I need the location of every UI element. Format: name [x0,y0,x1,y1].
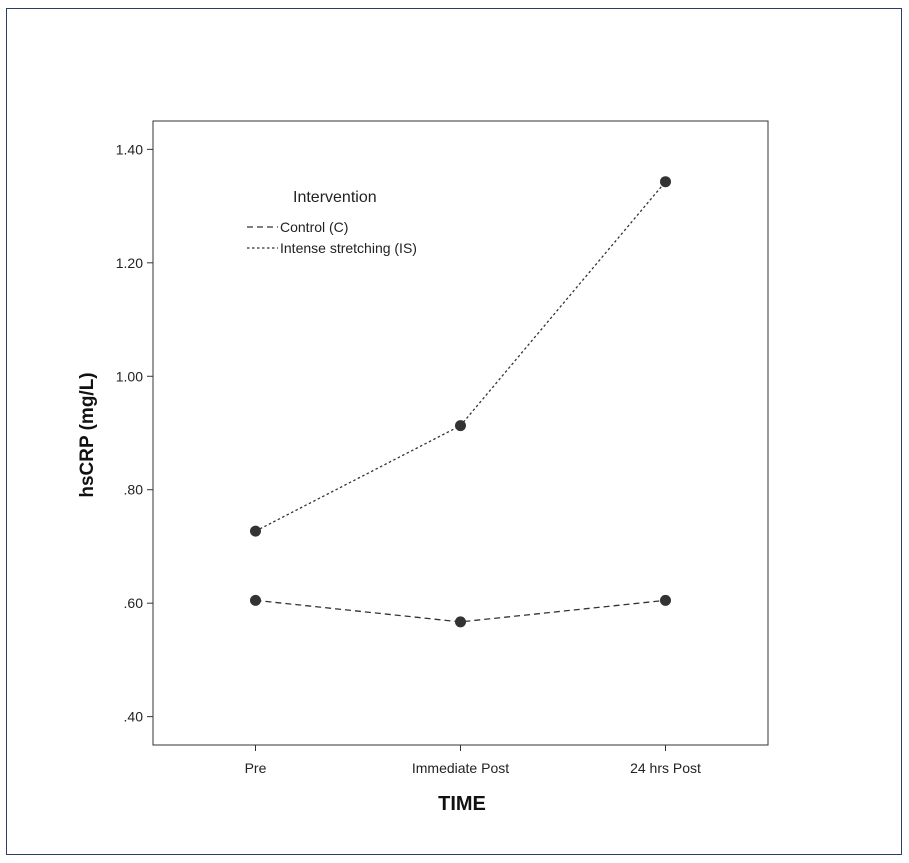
figure-frame [6,8,902,855]
y-tick-label: 1.00 [116,368,143,384]
x-axis: Pre Immediate Post 24 hrs Post [245,745,701,776]
data-point [250,525,261,537]
legend-label-control: Control (C) [280,219,348,235]
x-tick-label: Pre [245,760,267,776]
legend-title: Intervention [293,189,377,206]
y-tick-label: .40 [124,709,144,725]
data-point [660,176,671,188]
legend-label-intense-stretching: Intense stretching (IS) [280,240,417,256]
series-line-0 [255,599,666,623]
data-point [250,594,261,606]
x-tick-label: Immediate Post [412,760,509,776]
series-layer [250,176,671,628]
data-point [660,594,671,606]
y-tick-label: 1.20 [116,255,143,271]
x-tick-label: 24 hrs Post [630,760,701,776]
y-tick-label: .60 [124,595,144,611]
x-axis-title: TIME [438,793,486,815]
legend: Intervention Control (C) Intense stretch… [247,189,417,256]
y-tick-label: 1.40 [116,141,143,157]
y-axis: .40 .60 .80 1.00 1.20 1.40 [116,141,153,725]
data-point [455,616,466,628]
plot-area [152,120,769,746]
y-tick-label: .80 [124,482,144,498]
data-point [455,420,466,432]
y-axis-title: hsCRP (mg/L) [77,372,98,497]
